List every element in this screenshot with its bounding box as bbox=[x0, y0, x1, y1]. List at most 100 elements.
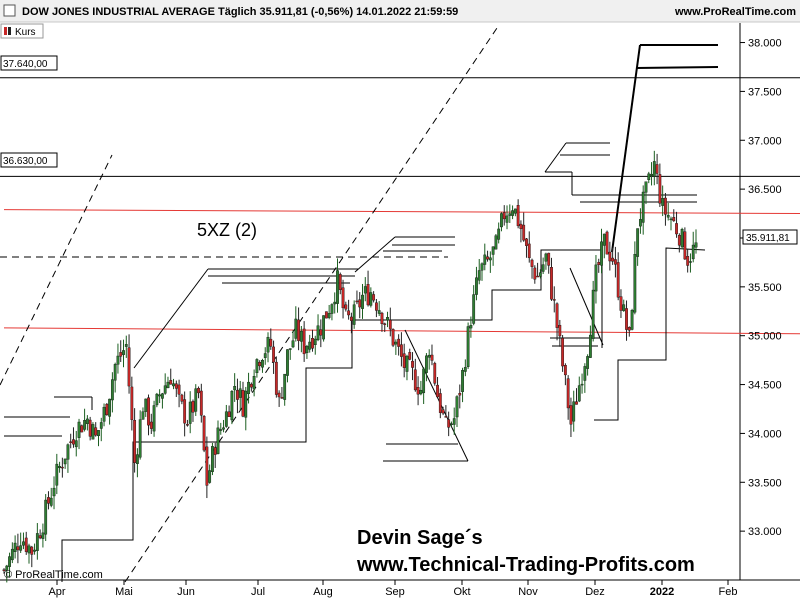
candle-body bbox=[105, 403, 109, 416]
candle-body bbox=[216, 427, 220, 454]
candle-body bbox=[85, 418, 89, 424]
candle-body bbox=[463, 367, 467, 372]
level-box-36630: 36.630,00 bbox=[0, 152, 58, 168]
projection-line bbox=[611, 44, 641, 253]
candle-body bbox=[650, 173, 653, 176]
candle-body bbox=[277, 392, 281, 398]
candle-body bbox=[99, 422, 103, 429]
candle-body bbox=[397, 338, 401, 347]
candle-body bbox=[74, 440, 78, 448]
candle-body bbox=[274, 361, 278, 395]
candle-body bbox=[497, 228, 501, 240]
candle-body bbox=[625, 308, 628, 330]
candle-body bbox=[605, 231, 609, 255]
candle-body bbox=[689, 261, 692, 263]
candle-body bbox=[208, 470, 212, 483]
candle-body bbox=[547, 252, 551, 266]
candle-body bbox=[386, 317, 389, 321]
candle-body bbox=[633, 254, 637, 313]
candle-body bbox=[227, 411, 231, 418]
candle-body bbox=[19, 545, 23, 551]
candle-body bbox=[522, 224, 526, 241]
candle-body bbox=[394, 341, 398, 345]
support-line-0 bbox=[3, 327, 800, 335]
y-tick-label-10: 38.000 bbox=[748, 38, 782, 50]
nov-bracket-1 bbox=[544, 142, 567, 173]
candle-body bbox=[422, 368, 426, 394]
candle-body bbox=[102, 406, 106, 422]
candle-body bbox=[686, 256, 690, 266]
legend-label: Kurs bbox=[15, 27, 36, 38]
candle-body bbox=[158, 394, 162, 397]
candle-body bbox=[438, 393, 442, 413]
channel-line-2 bbox=[354, 236, 396, 273]
candle-body bbox=[299, 331, 303, 342]
candle-body bbox=[494, 235, 498, 250]
candle-body bbox=[77, 421, 81, 438]
candle-body bbox=[44, 499, 48, 535]
last-price-tag-frame bbox=[742, 229, 798, 245]
candle-body bbox=[588, 334, 592, 358]
candle-body bbox=[444, 416, 448, 418]
candle-body bbox=[677, 235, 681, 246]
candle-body bbox=[116, 355, 120, 365]
candle-body bbox=[108, 398, 112, 417]
candle-body bbox=[372, 294, 376, 301]
candle-body bbox=[122, 350, 125, 355]
candle-body bbox=[199, 390, 203, 416]
candle-body bbox=[538, 272, 542, 277]
branding-url[interactable]: www.Technical-Trading-Profits.com bbox=[356, 554, 695, 576]
candle-body bbox=[69, 441, 73, 443]
candle-body bbox=[308, 341, 312, 350]
candle-body bbox=[161, 393, 164, 399]
candle-body bbox=[466, 326, 470, 367]
candle-body bbox=[124, 344, 128, 347]
candle-body bbox=[144, 398, 148, 412]
candle-body bbox=[533, 267, 537, 280]
candle-body bbox=[361, 294, 364, 309]
candle-body bbox=[602, 233, 606, 246]
candle-body bbox=[183, 399, 187, 424]
candle-body bbox=[249, 383, 253, 388]
projection-top-2 bbox=[635, 66, 719, 69]
legend-box bbox=[0, 23, 44, 39]
candle-body bbox=[500, 213, 503, 228]
candle-body bbox=[644, 181, 648, 193]
step-line-2 bbox=[594, 247, 706, 421]
candle-body bbox=[619, 296, 623, 311]
candle-body bbox=[91, 424, 95, 440]
candle-body bbox=[313, 338, 317, 346]
x-tick-label-3: Jul bbox=[251, 586, 265, 598]
candle-body bbox=[627, 327, 631, 331]
candle-body bbox=[630, 310, 634, 330]
last-price-tag: 35.911,81 bbox=[742, 229, 798, 245]
window-icon bbox=[3, 4, 16, 17]
legend: Kurs bbox=[0, 23, 44, 39]
candle-body bbox=[163, 385, 167, 394]
candle-body bbox=[441, 409, 445, 414]
candle-body bbox=[472, 294, 476, 324]
candle-body bbox=[272, 346, 275, 363]
candle-body bbox=[491, 246, 495, 255]
candle-body bbox=[552, 299, 556, 301]
candle-body bbox=[349, 316, 353, 321]
candle-body bbox=[211, 446, 214, 472]
candle-body bbox=[127, 347, 131, 387]
candle-body bbox=[469, 325, 473, 329]
site-label[interactable]: www.ProRealTime.com bbox=[674, 6, 796, 18]
candle-body bbox=[319, 329, 323, 336]
y-tick-label-1: 33.500 bbox=[748, 477, 782, 489]
candle-body bbox=[280, 397, 284, 399]
candle-body bbox=[383, 323, 387, 325]
candle-body bbox=[658, 174, 662, 204]
candle-body bbox=[586, 356, 590, 369]
candle-body bbox=[652, 161, 656, 177]
candle-body bbox=[675, 223, 678, 235]
candle-body bbox=[666, 214, 670, 218]
candle-body bbox=[550, 267, 553, 300]
y-tick-label-4: 35.000 bbox=[748, 331, 782, 343]
candle-body bbox=[174, 383, 178, 389]
candle-body bbox=[672, 217, 676, 222]
candle-body bbox=[283, 373, 287, 400]
